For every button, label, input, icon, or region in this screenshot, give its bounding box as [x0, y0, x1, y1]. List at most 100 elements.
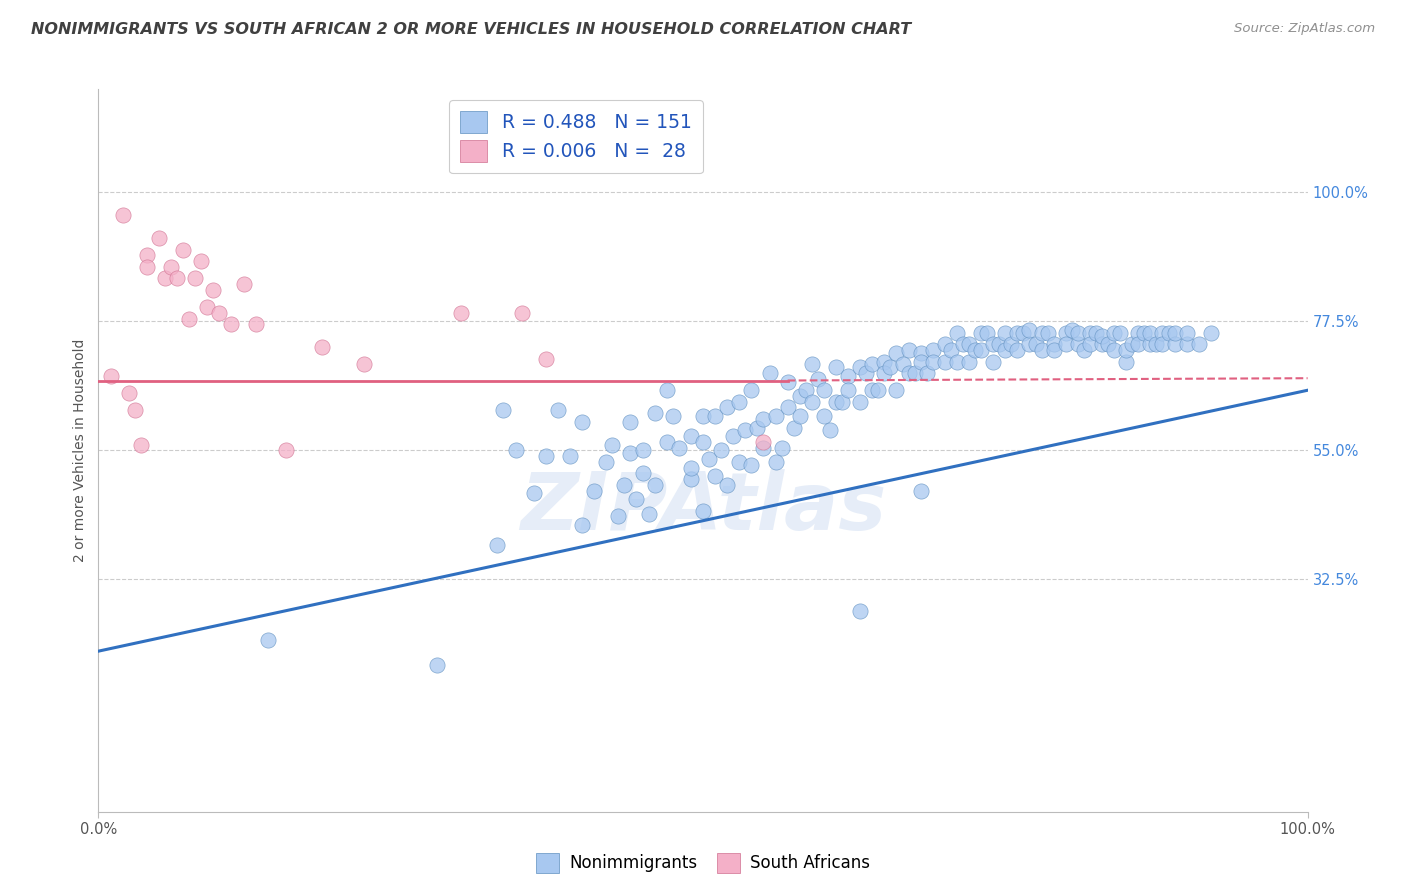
Point — [486, 538, 509, 552]
Point — [311, 340, 333, 354]
Point — [1139, 326, 1161, 340]
Point — [195, 300, 218, 314]
Point — [166, 271, 188, 285]
Point — [124, 403, 146, 417]
Text: NONIMMIGRANTS VS SOUTH AFRICAN 2 OR MORE VEHICLES IN HOUSEHOLD CORRELATION CHART: NONIMMIGRANTS VS SOUTH AFRICAN 2 OR MORE… — [31, 22, 911, 37]
Point — [934, 337, 956, 351]
Point — [1054, 326, 1077, 340]
Point — [1109, 326, 1132, 340]
Text: ZIPAtlas: ZIPAtlas — [520, 469, 886, 548]
Legend: R = 0.488   N = 151, R = 0.006   N =  28: R = 0.488 N = 151, R = 0.006 N = 28 — [450, 100, 703, 173]
Point — [946, 354, 969, 368]
Point — [807, 372, 830, 386]
Point — [1133, 326, 1156, 340]
Point — [135, 248, 157, 262]
Point — [1139, 337, 1161, 351]
Point — [747, 420, 769, 434]
Point — [1060, 323, 1083, 337]
Point — [1121, 337, 1143, 351]
Point — [825, 394, 848, 409]
Point — [1078, 326, 1101, 340]
Point — [849, 394, 872, 409]
Point — [631, 443, 654, 458]
Point — [1175, 337, 1198, 351]
Point — [794, 384, 817, 398]
Point — [758, 366, 780, 380]
Point — [1199, 326, 1222, 340]
Point — [716, 401, 738, 415]
Point — [523, 486, 546, 500]
Point — [728, 455, 751, 469]
Point — [873, 354, 896, 368]
Point — [831, 394, 853, 409]
Point — [426, 658, 449, 673]
Point — [1036, 326, 1059, 340]
Point — [1018, 323, 1040, 337]
Point — [813, 384, 835, 398]
Point — [994, 343, 1017, 358]
Point — [934, 354, 956, 368]
Point — [111, 208, 134, 222]
Point — [921, 354, 943, 368]
Point — [716, 478, 738, 492]
Point — [981, 337, 1004, 351]
Point — [1091, 328, 1114, 343]
Point — [1146, 337, 1168, 351]
Point — [619, 446, 641, 460]
Point — [952, 337, 974, 351]
Point — [1115, 354, 1137, 368]
Point — [129, 438, 152, 452]
Point — [765, 455, 787, 469]
Point — [800, 394, 823, 409]
Point — [904, 366, 927, 380]
Point — [1091, 337, 1114, 351]
Point — [886, 384, 908, 398]
Point — [921, 343, 943, 358]
Point — [879, 360, 901, 375]
Point — [752, 434, 775, 449]
Point — [976, 326, 998, 340]
Point — [776, 375, 799, 389]
Point — [1163, 337, 1185, 351]
Point — [1188, 337, 1211, 351]
Point — [752, 412, 775, 426]
Point — [957, 337, 980, 351]
Point — [957, 354, 980, 368]
Point — [655, 434, 678, 449]
Point — [837, 368, 859, 383]
Point — [135, 260, 157, 274]
Point — [245, 318, 267, 332]
Point — [692, 503, 714, 517]
Point — [789, 409, 811, 423]
Point — [939, 343, 962, 358]
Point — [595, 455, 617, 469]
Point — [692, 434, 714, 449]
Point — [679, 460, 702, 475]
Point — [505, 443, 527, 458]
Point — [1067, 326, 1090, 340]
Point — [910, 354, 932, 368]
Point — [860, 384, 883, 398]
Point — [179, 311, 201, 326]
Point — [818, 424, 841, 438]
Point — [897, 343, 920, 358]
Point — [571, 415, 593, 429]
Point — [1102, 326, 1125, 340]
Point — [965, 343, 987, 358]
Point — [1042, 337, 1064, 351]
Point — [353, 358, 375, 372]
Point — [510, 306, 533, 320]
Point — [800, 358, 823, 372]
Point — [160, 260, 183, 274]
Point — [661, 409, 683, 423]
Point — [1031, 326, 1053, 340]
Point — [697, 452, 720, 467]
Point — [692, 409, 714, 423]
Point — [1152, 337, 1174, 351]
Point — [208, 306, 231, 320]
Point — [1054, 337, 1077, 351]
Point — [1128, 337, 1150, 351]
Point — [1097, 337, 1119, 351]
Point — [886, 346, 908, 360]
Text: Source: ZipAtlas.com: Source: ZipAtlas.com — [1234, 22, 1375, 36]
